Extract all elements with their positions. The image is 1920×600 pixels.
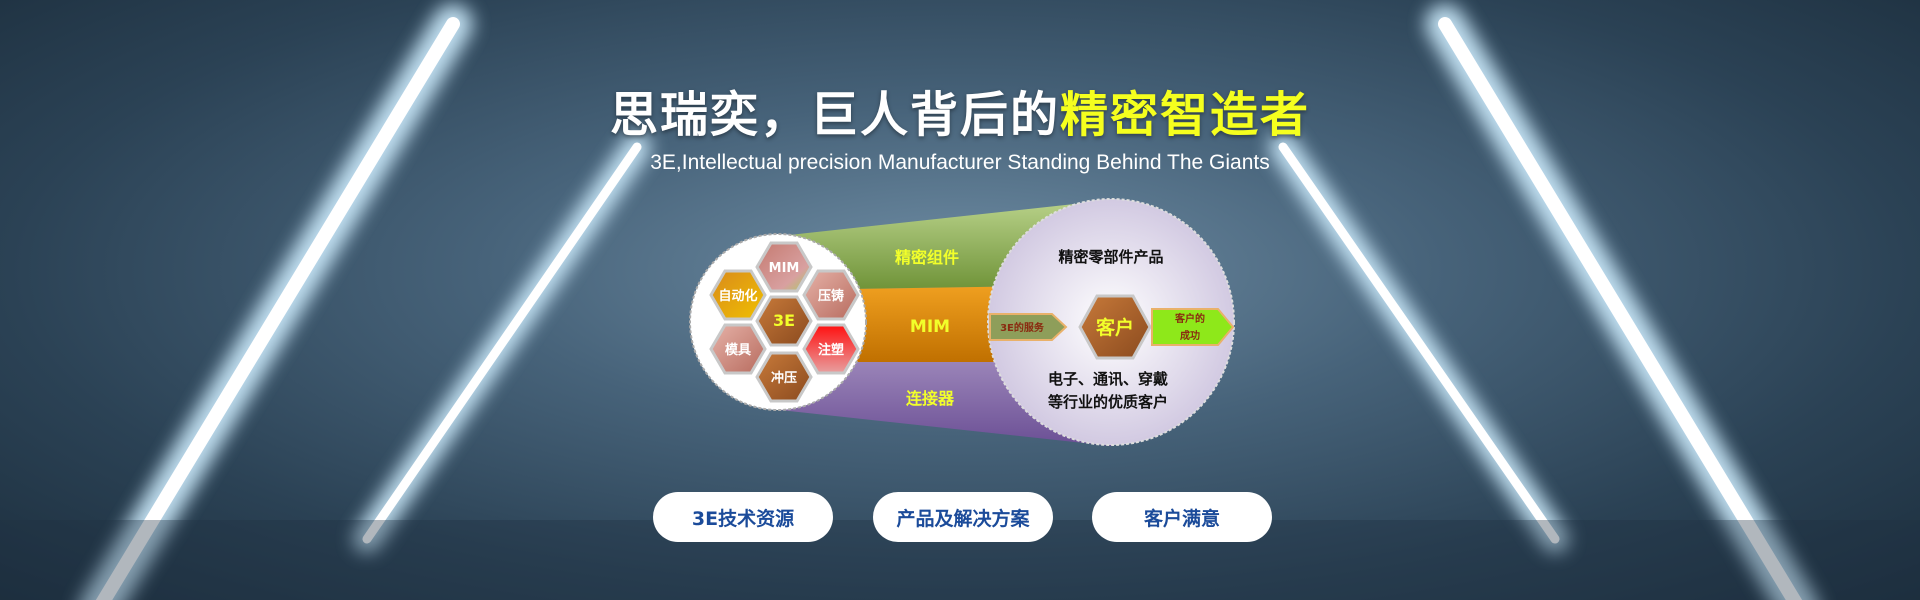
products-heading: 精密零部件产品 [1058, 248, 1163, 266]
hexagon-center [755, 295, 813, 347]
hexagon-label-mim: MIM [769, 261, 800, 276]
band-top-label: 精密组件 [895, 248, 959, 267]
hero-subtitle: 3E,Intellectual precision Manufacturer S… [650, 151, 1270, 174]
title-white-text: 思瑞奕，巨人背后的 [609, 87, 1060, 143]
products-solutions-button[interactable]: 产品及解决方案 [873, 492, 1053, 542]
tech-resources-button[interactable]: 3E技术资源 [653, 492, 833, 542]
band-middle-label: MIM [910, 317, 950, 337]
customer-desc-line2: 等行业的优质客户 [1048, 393, 1168, 411]
hexagon-mim [755, 241, 813, 293]
success-label-line1: 客户的 [1174, 312, 1205, 325]
service-arrow [989, 313, 1068, 341]
hero-title: 思瑞奕，巨人背后的精密智造者 [0, 88, 1920, 142]
hexagon-label-die-casting: 压铸 [818, 288, 844, 304]
band-bottom-label: 连接器 [906, 389, 955, 408]
hexagon-label-center: 3E [773, 311, 795, 330]
hexagon-label-injection: 注塑 [818, 342, 844, 358]
service-label: 3E的服务 [1000, 321, 1045, 334]
hexagon-label-mold: 模具 [725, 342, 751, 358]
customer-desc-line1: 电子、通讯、穿戴 [1048, 370, 1168, 388]
success-label-line2: 成功 [1180, 329, 1200, 342]
hexagon-label-stamping: 冲压 [771, 370, 797, 386]
customer-label: 客户 [1096, 316, 1134, 339]
customer-satisfaction-button[interactable]: 客户满意 [1092, 492, 1272, 542]
hexagon-label-automation: 自动化 [718, 288, 757, 304]
hexagon-mold [709, 323, 767, 375]
customer-hexagon [1078, 294, 1152, 360]
hexagon-stamping [755, 351, 813, 403]
hexagon-die-casting [802, 269, 860, 321]
success-arrow [1151, 308, 1235, 346]
title-highlight-text: 精密智造者 [1060, 87, 1311, 143]
hexagon-automation [709, 269, 767, 321]
hexagon-injection [802, 323, 860, 375]
